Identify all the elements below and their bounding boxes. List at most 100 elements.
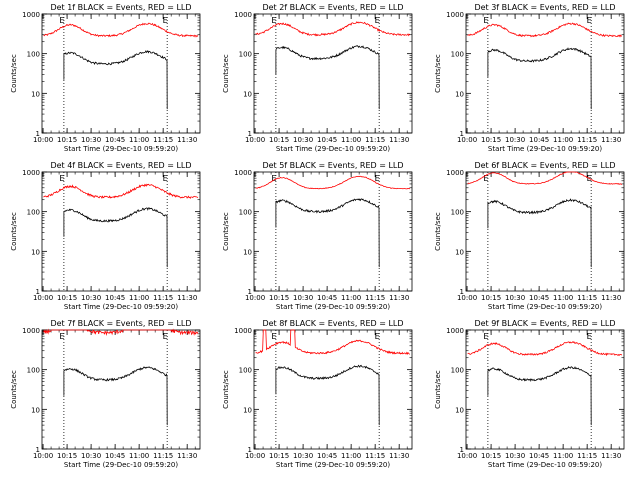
event-marker-label: E <box>375 16 380 25</box>
y-tick-label: 1 <box>36 446 40 454</box>
panel-title: Det 7f BLACK = Events, RED = LLD <box>50 319 191 328</box>
x-tick-label: 10:15 <box>57 294 77 302</box>
y-axis-label: Counts/sec <box>222 54 230 93</box>
y-tick-label: 100 <box>27 367 40 375</box>
panel-title: Det 4f BLACK = Events, RED = LLD <box>50 161 191 170</box>
x-tick-label: 11:30 <box>601 452 621 460</box>
x-tick-label: 11:30 <box>177 136 197 144</box>
panel-5: Det 5f BLACK = Events, RED = LLD 1 10 100 10… <box>222 161 413 311</box>
x-tick-label: 10:45 <box>317 136 337 144</box>
x-axis-label: Start Time (29-Dec-10 09:59:20) <box>488 303 602 311</box>
x-tick-label: 11:15 <box>577 136 597 144</box>
x-tick-label: 11:00 <box>553 452 573 460</box>
y-axis-label: Counts/sec <box>434 212 442 251</box>
x-tick-label: 10:30 <box>81 294 101 302</box>
event-marker-label: E <box>163 332 168 341</box>
panel-title: Det 1f BLACK = Events, RED = LLD <box>50 3 191 12</box>
x-tick-label: 10:30 <box>81 452 101 460</box>
y-tick-label: 100 <box>27 51 40 59</box>
x-tick-label: 11:00 <box>129 294 149 302</box>
x-tick-label: 10:45 <box>105 294 125 302</box>
x-axis-label: Start Time (29-Dec-10 09:59:20) <box>276 461 390 469</box>
series-events <box>275 364 380 426</box>
x-tick-label: 11:30 <box>389 452 409 460</box>
y-tick-label: 1000 <box>446 11 464 19</box>
y-tick-label: 10 <box>31 90 40 98</box>
event-marker-label: E <box>271 16 276 25</box>
y-tick-label: 1000 <box>234 327 252 335</box>
panel-title: Det 9f BLACK = Events, RED = LLD <box>474 319 615 328</box>
y-tick-label: 10 <box>243 90 252 98</box>
axes-frame <box>41 171 201 292</box>
x-tick-label: 10:00 <box>457 294 477 302</box>
panel-title: Det 2f BLACK = Events, RED = LLD <box>262 3 403 12</box>
series-events <box>487 47 592 110</box>
event-marker-label: E <box>587 332 592 341</box>
panel-title: Det 6f BLACK = Events, RED = LLD <box>474 161 615 170</box>
y-tick-label: 10 <box>31 248 40 256</box>
event-marker-label: E <box>271 174 276 183</box>
series-events <box>487 198 592 268</box>
y-tick-label: 1 <box>248 288 252 296</box>
x-tick-label: 10:15 <box>481 294 501 302</box>
event-marker-label: E <box>375 332 380 341</box>
series-lld <box>467 22 623 38</box>
x-axis-label: Start Time (29-Dec-10 09:59:20) <box>488 461 602 469</box>
x-tick-label: 11:15 <box>153 452 173 460</box>
y-tick-label: 1 <box>460 446 464 454</box>
x-tick-label: 11:30 <box>177 294 197 302</box>
panel-6: Det 6f BLACK = Events, RED = LLD 1 10 100 10… <box>434 161 625 311</box>
x-axis-label: Start Time (29-Dec-10 09:59:20) <box>64 303 178 311</box>
x-tick-label: 11:15 <box>365 452 385 460</box>
event-marker-label: E <box>483 16 488 25</box>
x-tick-label: 10:15 <box>269 294 289 302</box>
x-tick-label: 10:00 <box>33 452 53 460</box>
y-tick-label: 1 <box>36 130 40 138</box>
x-tick-label: 11:15 <box>577 294 597 302</box>
x-axis-label: Start Time (29-Dec-10 09:59:20) <box>64 461 178 469</box>
x-tick-label: 10:00 <box>245 136 265 144</box>
x-tick-label: 10:30 <box>505 452 525 460</box>
x-tick-label: 11:00 <box>341 294 361 302</box>
x-tick-label: 10:00 <box>457 452 477 460</box>
x-tick-label: 10:15 <box>481 452 501 460</box>
series-events <box>63 207 168 268</box>
y-tick-label: 1 <box>460 288 464 296</box>
axes-frame <box>253 13 413 134</box>
x-tick-label: 11:30 <box>177 452 197 460</box>
x-tick-label: 10:45 <box>529 136 549 144</box>
x-tick-label: 10:00 <box>245 452 265 460</box>
y-tick-label: 100 <box>451 51 464 59</box>
series-lld <box>467 340 622 357</box>
y-tick-label: 10 <box>455 406 464 414</box>
x-tick-label: 11:15 <box>577 452 597 460</box>
y-tick-label: 1 <box>248 130 252 138</box>
y-tick-label: 1 <box>248 446 252 454</box>
panel-1: Det 1f BLACK = Events, RED = LLD 1 10 100 10… <box>10 3 201 153</box>
event-marker-label: E <box>483 174 488 183</box>
y-tick-label: 1000 <box>22 327 40 335</box>
x-axis-label: Start Time (29-Dec-10 09:59:20) <box>276 145 390 153</box>
y-tick-label: 100 <box>451 209 464 217</box>
panel-title: Det 5f BLACK = Events, RED = LLD <box>262 161 403 170</box>
x-tick-label: 11:00 <box>553 294 573 302</box>
panel-3: Det 3f BLACK = Events, RED = LLD 1 10 100 10… <box>434 3 625 153</box>
panel-9: Det 9f BLACK = Events, RED = LLD 1 10 100 10… <box>434 319 625 469</box>
x-tick-label: 10:45 <box>105 136 125 144</box>
y-tick-label: 10 <box>31 406 40 414</box>
x-tick-label: 11:15 <box>365 136 385 144</box>
x-tick-label: 11:30 <box>601 294 621 302</box>
series-events <box>487 366 592 426</box>
event-marker-label: E <box>163 16 168 25</box>
x-tick-label: 11:30 <box>389 294 409 302</box>
x-tick-label: 10:15 <box>57 452 77 460</box>
x-tick-label: 10:45 <box>317 294 337 302</box>
y-axis-label: Counts/sec <box>10 212 18 251</box>
x-tick-label: 10:30 <box>505 136 525 144</box>
series-events <box>275 198 380 268</box>
y-tick-label: 1000 <box>234 169 252 177</box>
y-tick-label: 1000 <box>22 11 40 19</box>
axes-frame <box>465 13 625 134</box>
axes-frame <box>253 171 413 292</box>
x-tick-label: 10:30 <box>293 452 313 460</box>
